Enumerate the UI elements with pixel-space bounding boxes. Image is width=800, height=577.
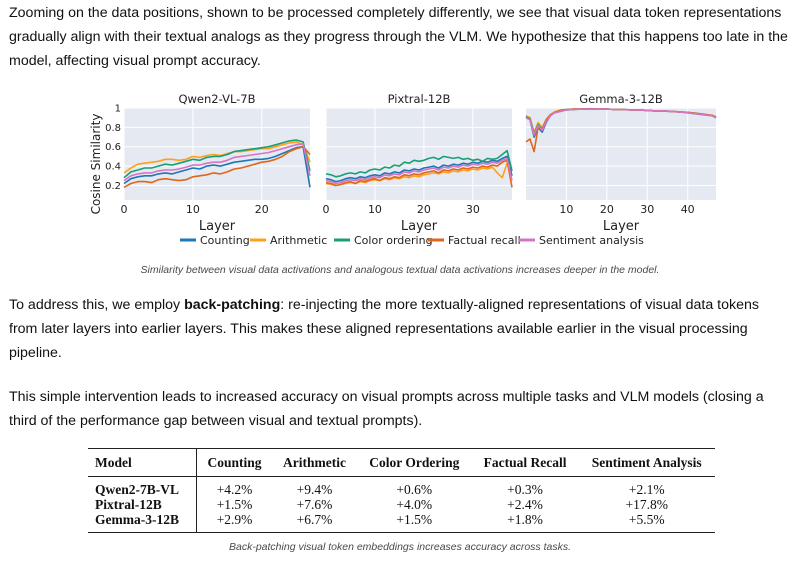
table-cell: +0.6% [396, 482, 433, 497]
table-cell: +4.0% [396, 497, 433, 512]
table-cell: +2.9% [216, 512, 253, 527]
table-cell: +7.6% [296, 497, 333, 512]
plot-background [124, 108, 310, 200]
similarity-figure: Qwen2-VL-7B 0 10 20 Layer 0.2 0.4 0.6 0.8 1 Cosine… [89, 92, 717, 247]
plot-background [326, 108, 512, 200]
panel-title: Pixtral-12B [388, 92, 451, 106]
series-line-arithmetic [123, 141, 311, 174]
table-cell: Pixtral-12B [88, 497, 198, 512]
results-table: Model Counting Arithmetic Color Ordering… [88, 448, 715, 533]
table-cell: +1.8% [507, 512, 543, 527]
back-patching-paragraph: To address this, we employ back-patching… [9, 293, 791, 365]
x-tick-label: 40 [681, 203, 695, 216]
x-tick-label: 0 [323, 203, 330, 216]
table-row: Pixtral-12B +1.5% +7.6% +4.0% +2.4% +17.… [88, 497, 715, 512]
x-tick-label: 10 [186, 203, 200, 216]
x-tick-label: 20 [255, 203, 269, 216]
table-cell: Qwen2-7B-VL [88, 476, 198, 497]
table-cell: +9.4% [296, 482, 333, 497]
table-cell: +2.1% [628, 482, 665, 497]
legend-label: Counting [200, 234, 250, 247]
y-tick-label: 0.4 [105, 162, 121, 173]
x-tick-label: 10 [559, 203, 573, 216]
legend-label: Sentiment analysis [539, 234, 644, 247]
paragraph-text-end: : re-injecting the more textually-aligne… [9, 297, 759, 361]
x-tick-label: 20 [417, 203, 431, 216]
legend-label: Color ordering [354, 234, 433, 247]
table-cell: +0.3% [507, 482, 543, 497]
x-axis-label: Layer [603, 219, 640, 234]
y-axis-label: Cosine Similarity [89, 114, 103, 215]
series-line-factual-recall [123, 145, 311, 189]
x-tick-label: 0 [121, 203, 128, 216]
intervention-paragraph: This simple intervention leads to increa… [9, 389, 764, 429]
header-factual-recall: Factual Recall [483, 454, 567, 470]
table-cell: +1.5% [216, 497, 253, 512]
header-sentiment-analysis: Sentiment Analysis [591, 454, 702, 470]
legend-label: Factual recall [448, 234, 521, 247]
x-tick-label: 10 [368, 203, 382, 216]
x-tick-label: 20 [600, 203, 614, 216]
header-counting: Counting [207, 454, 262, 470]
x-axis-label: Layer [199, 219, 236, 234]
x-tick-label: 30 [466, 203, 480, 216]
y-tick-label: 0.8 [105, 123, 121, 134]
panel-title: Gemma-3-12B [579, 92, 663, 106]
paragraph-text-start: To address this, we employ [9, 297, 185, 313]
series-line-sentiment-analysis [525, 108, 717, 136]
x-tick-label: 30 [640, 203, 654, 216]
table-header-row: Model Counting Arithmetic Color Ordering… [88, 448, 715, 477]
series-line-sentiment-analysis [123, 142, 311, 182]
table-cell: Gemma-3-12B [88, 512, 198, 533]
table-cell: +17.8% [625, 497, 668, 512]
series-line-counting [123, 145, 311, 188]
y-tick-label: 0.6 [105, 142, 121, 153]
table-cell: +2.4% [507, 497, 543, 512]
series-line-factual-recall [325, 159, 513, 188]
plot-background [526, 108, 716, 200]
table-row: Qwen2-7B-VL +4.2% +9.4% +0.6% +0.3% +2.1… [88, 476, 715, 497]
y-tick-label: 0.2 [105, 181, 121, 192]
table-cell: +6.7% [296, 512, 333, 527]
header-model: Model [88, 448, 198, 477]
table-cell: +1.5% [396, 512, 433, 527]
table-cell: +4.2% [216, 482, 253, 497]
intro-paragraph: Zooming on the data positions, shown to … [9, 5, 788, 69]
back-patching-term: back-patching [184, 297, 281, 313]
y-tick-label: 1 [115, 104, 121, 115]
series-line-sentiment-analysis [325, 157, 513, 185]
x-axis-label: Layer [401, 219, 438, 234]
legend-label: Arithmetic [270, 234, 327, 247]
series-line-color-ordering [123, 139, 311, 179]
header-color-ordering: Color Ordering [369, 454, 460, 470]
series-line-counting [325, 155, 513, 183]
panel-title: Qwen2-VL-7B [178, 92, 255, 106]
header-arithmetic: Arithmetic [282, 454, 346, 470]
figure-caption: Similarity between visual data activatio… [140, 264, 660, 276]
table-row: Gemma-3-12B +2.9% +6.7% +1.5% +1.8% +5.5… [88, 512, 715, 533]
table-caption: Back-patching visual token embeddings in… [229, 541, 571, 553]
series-line-color-ordering [325, 149, 513, 178]
table-cell: +5.5% [628, 512, 665, 527]
